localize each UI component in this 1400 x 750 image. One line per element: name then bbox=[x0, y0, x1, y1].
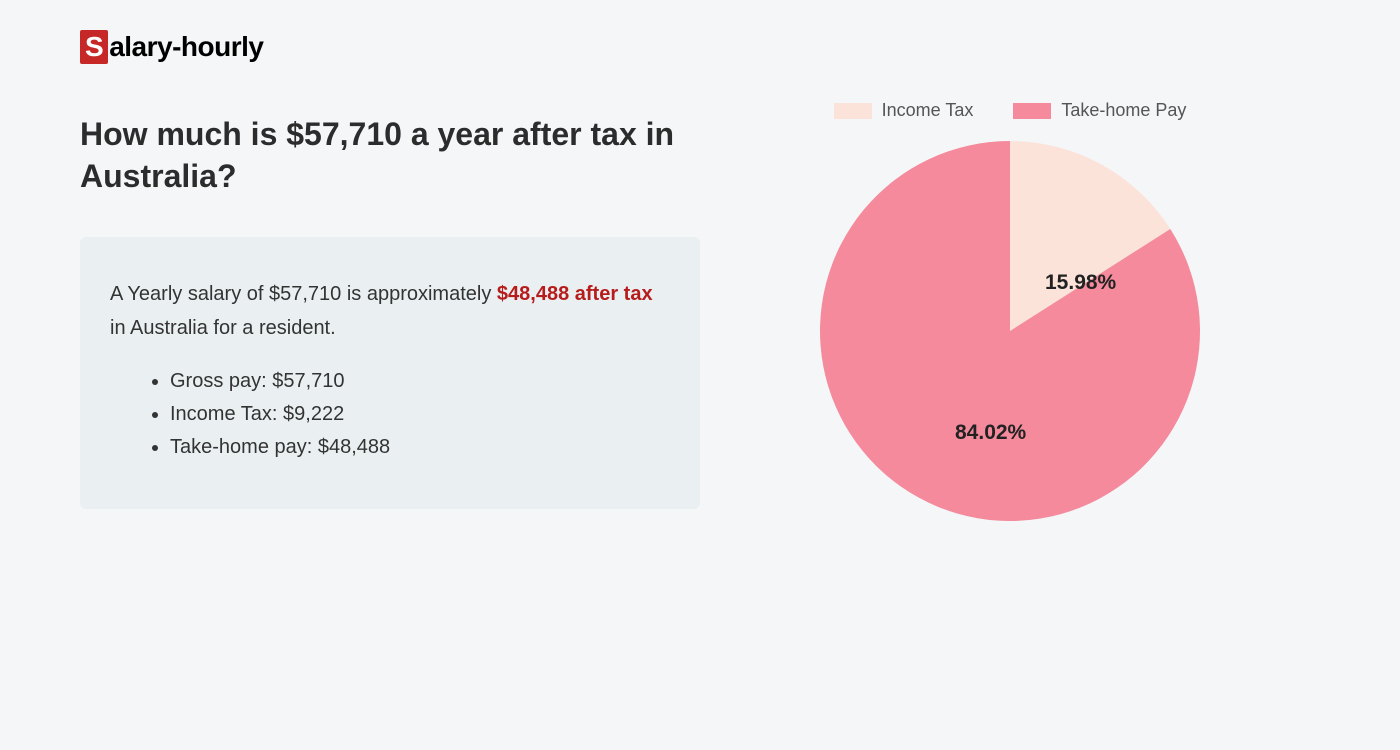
legend-swatch bbox=[834, 103, 872, 119]
summary-intro: A Yearly salary of $57,710 is approximat… bbox=[110, 277, 670, 345]
slice-label-take-home: 84.02% bbox=[955, 421, 1026, 445]
legend-swatch bbox=[1013, 103, 1051, 119]
summary-highlight: $48,488 after tax bbox=[497, 283, 653, 305]
page-heading: How much is $57,710 a year after tax in … bbox=[80, 114, 700, 197]
legend-item-income-tax: Income Tax bbox=[834, 100, 974, 121]
chart-legend: Income Tax Take-home Pay bbox=[834, 100, 1187, 121]
pie-chart: 15.98% 84.02% bbox=[820, 141, 1200, 521]
legend-item-take-home: Take-home Pay bbox=[1013, 100, 1186, 121]
list-item: Take-home pay: $48,488 bbox=[170, 436, 670, 459]
slice-label-income-tax: 15.98% bbox=[1045, 271, 1116, 295]
summary-list: Gross pay: $57,710 Income Tax: $9,222 Ta… bbox=[110, 370, 670, 459]
list-item: Income Tax: $9,222 bbox=[170, 403, 670, 426]
summary-box: A Yearly salary of $57,710 is approximat… bbox=[80, 237, 700, 509]
site-logo: Salary-hourly bbox=[80, 30, 700, 64]
legend-label: Take-home Pay bbox=[1061, 100, 1186, 121]
legend-label: Income Tax bbox=[882, 100, 974, 121]
logo-badge: S bbox=[80, 30, 108, 64]
summary-intro-post: in Australia for a resident. bbox=[110, 317, 336, 339]
logo-text: alary-hourly bbox=[109, 31, 263, 63]
list-item: Gross pay: $57,710 bbox=[170, 370, 670, 393]
summary-intro-pre: A Yearly salary of $57,710 is approximat… bbox=[110, 283, 497, 305]
